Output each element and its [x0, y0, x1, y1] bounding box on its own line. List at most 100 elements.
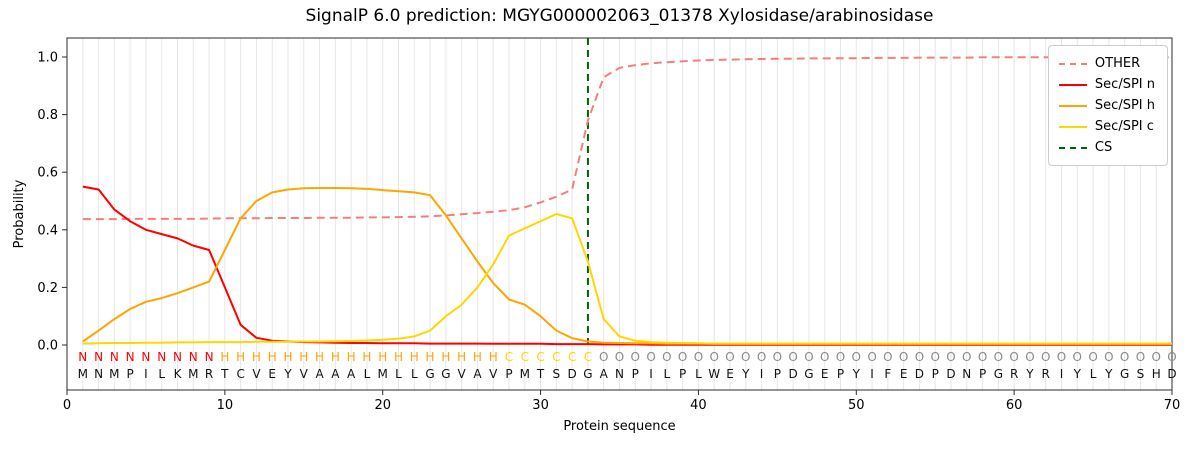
residue-letter: I — [760, 367, 764, 381]
region-label: O — [1104, 350, 1113, 364]
region-label: O — [773, 350, 782, 364]
legend-line-sec-spi-n — [1058, 83, 1087, 86]
legend-label-cs: CS — [1094, 140, 1113, 155]
legend-line-cs — [1058, 146, 1087, 149]
region-label: N — [173, 350, 182, 364]
legend-entry-cs: CS — [1058, 137, 1155, 158]
region-label: H — [236, 350, 245, 364]
region-label: O — [725, 350, 734, 364]
residue-letter: L — [158, 367, 165, 381]
residue-letter: D — [568, 367, 577, 381]
region-label: C — [552, 350, 560, 364]
region-label: H — [220, 350, 229, 364]
residue-letter: A — [331, 367, 340, 381]
legend-label-sec-spi-n: Sec/SPI n — [1094, 77, 1155, 92]
region-label: C — [568, 350, 576, 364]
residue-letter: M — [109, 367, 119, 381]
region-label: H — [473, 350, 482, 364]
residue-letter: P — [837, 367, 844, 381]
region-label: O — [678, 350, 687, 364]
region-label: O — [930, 350, 939, 364]
residue-letter: A — [315, 367, 324, 381]
y-axis-label: Probability — [12, 179, 27, 249]
region-label: N — [157, 350, 166, 364]
residue-letter: D — [789, 367, 798, 381]
residue-letter: D — [946, 367, 955, 381]
residue-letter: R — [1042, 367, 1050, 381]
region-label: H — [441, 350, 450, 364]
region-label: O — [1025, 350, 1034, 364]
x-tick-label: 50 — [848, 398, 865, 413]
region-label: H — [457, 350, 466, 364]
residue-letter: F — [884, 367, 891, 381]
region-label: N — [141, 350, 150, 364]
residue-letter: K — [174, 367, 183, 381]
legend-label-sec-spi-c: Sec/SPI c — [1094, 119, 1154, 134]
region-label: H — [283, 350, 292, 364]
residue-letter: Y — [1104, 367, 1113, 381]
region-label: O — [1136, 350, 1145, 364]
region-label: O — [946, 350, 955, 364]
residue-letter: I — [144, 367, 148, 381]
legend-label-other: OTHER — [1094, 56, 1141, 71]
residue-letter: A — [473, 367, 482, 381]
residue-letter: G — [804, 367, 813, 381]
legend-entry-other: OTHER — [1058, 53, 1155, 74]
residue-letter: Y — [852, 367, 861, 381]
residue-letter: S — [553, 367, 561, 381]
plot-border — [66, 37, 1173, 391]
region-label: H — [347, 350, 356, 364]
x-tick-label: 10 — [217, 398, 234, 413]
series-h — [82, 187, 1172, 345]
legend-line-sec-spi-h — [1058, 104, 1087, 107]
region-label: H — [299, 350, 308, 364]
y-tick-label: 0.0 — [37, 339, 58, 354]
residue-letter: V — [489, 367, 498, 381]
region-label: O — [788, 350, 797, 364]
residue-letter: G — [441, 367, 450, 381]
residue-letter: P — [127, 367, 134, 381]
x-tick-label: 0 — [63, 398, 71, 413]
region-label: O — [741, 350, 750, 364]
residue-letter: L — [1090, 367, 1097, 381]
residue-letter: L — [364, 367, 371, 381]
region-label: O — [631, 350, 640, 364]
region-label: O — [867, 350, 876, 364]
residue-letter: N — [962, 367, 971, 381]
residue-letter: L — [664, 367, 671, 381]
residue-letter: G — [425, 367, 434, 381]
residue-letter: R — [1010, 367, 1018, 381]
region-label: O — [1120, 350, 1129, 364]
residue-letter: E — [268, 367, 276, 381]
residue-letter: A — [600, 367, 609, 381]
region-label: C — [505, 350, 513, 364]
region-label: O — [1088, 350, 1097, 364]
residue-letter: I — [1060, 367, 1064, 381]
series-n — [82, 185, 1172, 346]
residue-letter: V — [252, 367, 261, 381]
region-label: O — [662, 350, 671, 364]
region-label: O — [883, 350, 892, 364]
series-c — [82, 213, 1172, 345]
residue-letter: Y — [1073, 367, 1082, 381]
x-tick-label: 20 — [374, 398, 391, 413]
region-label: N — [94, 350, 103, 364]
residue-letter: E — [726, 367, 734, 381]
region-label: O — [646, 350, 655, 364]
region-label: O — [1151, 350, 1160, 364]
residue-letter: W — [708, 367, 720, 381]
residue-letter: L — [695, 367, 702, 381]
residue-letter: R — [205, 367, 213, 381]
region-label: O — [852, 350, 861, 364]
residue-letter: P — [505, 367, 512, 381]
residue-letter: I — [870, 367, 874, 381]
region-label: O — [899, 350, 908, 364]
residue-letter: G — [994, 367, 1003, 381]
region-label: O — [1041, 350, 1050, 364]
region-label: O — [1073, 350, 1082, 364]
region-label: H — [378, 350, 387, 364]
residue-letter: Y — [1025, 367, 1034, 381]
region-label: N — [189, 350, 198, 364]
region-label: H — [315, 350, 324, 364]
